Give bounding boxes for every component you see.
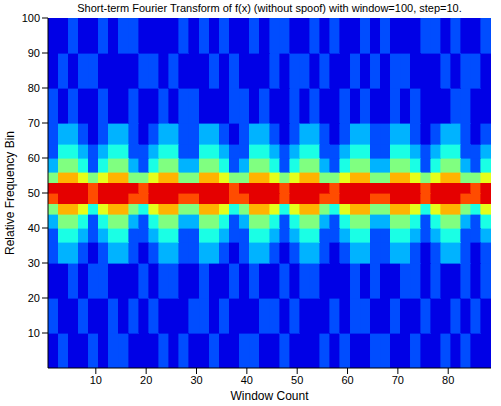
svg-text:40: 40 <box>241 374 253 386</box>
svg-text:10: 10 <box>28 327 40 339</box>
svg-text:50: 50 <box>28 187 40 199</box>
svg-text:Window Count: Window Count <box>230 389 309 403</box>
svg-text:100: 100 <box>22 12 40 24</box>
svg-text:80: 80 <box>442 374 454 386</box>
html-text:Short-term Fourier Transform o: Short-term Fourier Transform of f(x) (wi… <box>77 2 462 14</box>
svg-text:60: 60 <box>28 152 40 164</box>
svg-text:20: 20 <box>140 374 152 386</box>
svg-text:30: 30 <box>28 257 40 269</box>
svg-text:50: 50 <box>291 374 303 386</box>
svg-text:30: 30 <box>190 374 202 386</box>
svg-text:90: 90 <box>28 47 40 59</box>
svg-text:20: 20 <box>28 292 40 304</box>
svg-text:Relative Frequency Bin: Relative Frequency Bin <box>3 131 17 255</box>
svg-text:70: 70 <box>392 374 404 386</box>
svg-text:60: 60 <box>341 374 353 386</box>
svg-text:10: 10 <box>90 374 102 386</box>
svg-text:40: 40 <box>28 222 40 234</box>
svg-text:80: 80 <box>28 82 40 94</box>
svg-text:70: 70 <box>28 117 40 129</box>
